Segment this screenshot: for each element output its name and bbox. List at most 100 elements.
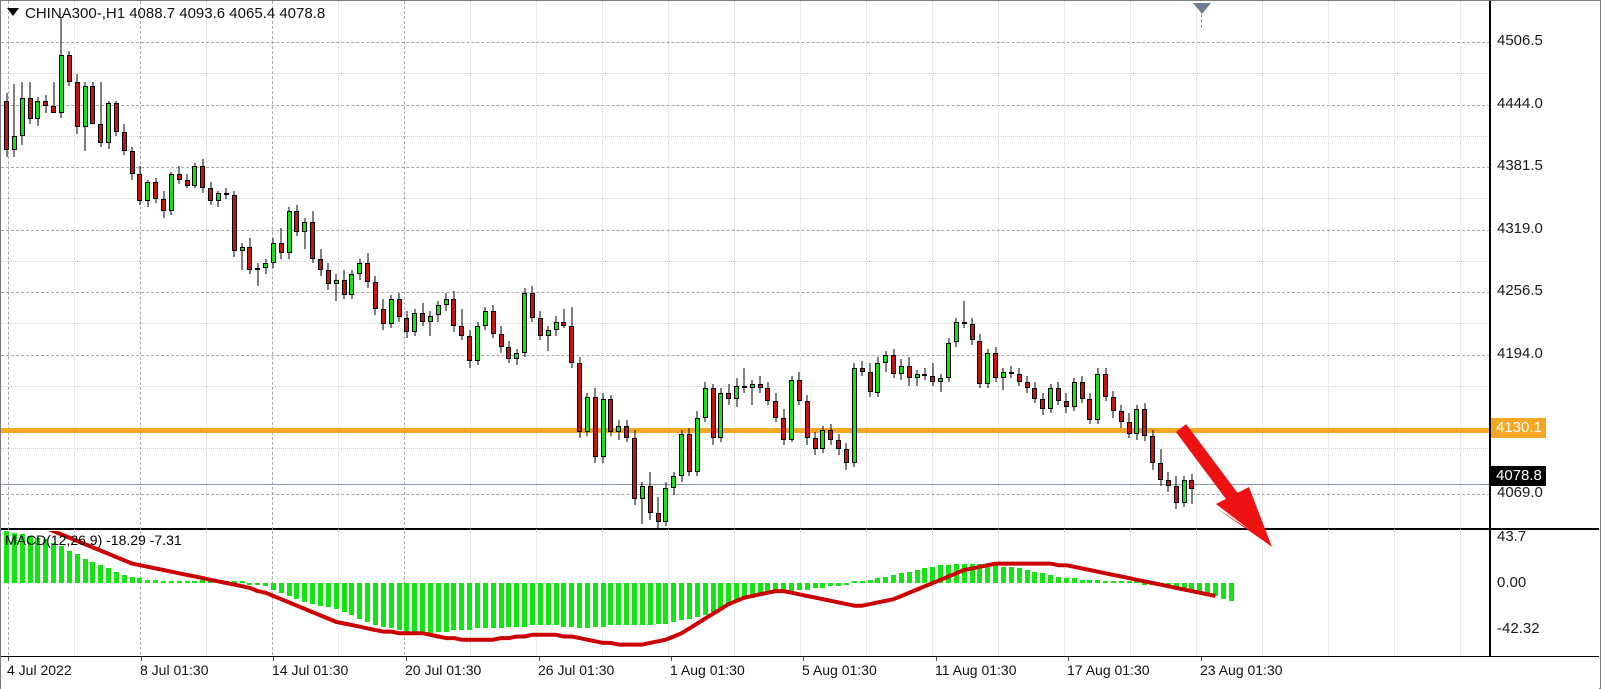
candlestick[interactable] (529, 1, 535, 530)
candlestick[interactable] (1134, 1, 1140, 530)
candlestick[interactable] (113, 1, 119, 530)
candlestick[interactable] (247, 1, 253, 530)
candlestick[interactable] (1095, 1, 1101, 530)
candlestick[interactable] (396, 1, 402, 530)
candlestick[interactable] (749, 1, 755, 530)
candlestick[interactable] (129, 1, 135, 530)
candlestick[interactable] (145, 1, 151, 530)
candlestick[interactable] (435, 1, 441, 530)
candlestick[interactable] (11, 1, 17, 530)
candlestick[interactable] (1142, 1, 1148, 530)
candlestick[interactable] (796, 1, 802, 530)
candlestick[interactable] (553, 1, 559, 530)
candlestick[interactable] (1032, 1, 1038, 530)
candlestick[interactable] (1000, 1, 1006, 530)
candlestick[interactable] (608, 1, 614, 530)
support-level-line[interactable] (1, 428, 1490, 433)
candlestick[interactable] (1158, 1, 1163, 530)
candlestick[interactable] (616, 1, 622, 530)
candlestick[interactable] (1079, 1, 1085, 530)
triangle-down-marker-icon[interactable] (1193, 3, 1211, 14)
candlestick[interactable] (215, 1, 221, 530)
level-price-badge[interactable]: 4130.1 (1491, 418, 1546, 438)
candlestick[interactable] (1189, 1, 1195, 530)
candlestick[interactable] (773, 1, 779, 530)
candlestick[interactable] (514, 1, 520, 530)
candlestick[interactable] (1040, 1, 1046, 530)
candlestick[interactable] (349, 1, 355, 530)
candlestick[interactable] (906, 1, 912, 530)
candlestick[interactable] (365, 1, 371, 530)
candlestick[interactable] (1071, 1, 1077, 530)
candlestick[interactable] (490, 1, 496, 530)
candlestick[interactable] (161, 1, 166, 530)
candlestick[interactable] (1165, 1, 1171, 530)
candlestick[interactable] (1048, 1, 1053, 530)
candlestick[interactable] (577, 1, 582, 530)
candlestick[interactable] (27, 1, 33, 530)
candlestick[interactable] (263, 1, 269, 530)
candlestick[interactable] (66, 1, 72, 530)
candlestick[interactable] (467, 1, 473, 530)
candlestick[interactable] (977, 1, 983, 530)
candlestick[interactable] (270, 1, 276, 530)
candlestick[interactable] (757, 1, 763, 530)
candlestick[interactable] (624, 1, 630, 530)
candlestick[interactable] (647, 1, 653, 530)
candlestick[interactable] (1055, 1, 1061, 530)
candlestick[interactable] (671, 1, 677, 530)
candlestick[interactable] (58, 1, 64, 530)
candlestick[interactable] (459, 1, 465, 530)
candlestick[interactable] (867, 1, 873, 530)
candlestick[interactable] (420, 1, 425, 530)
candlestick[interactable] (19, 1, 25, 530)
candlestick[interactable] (1118, 1, 1124, 530)
candlestick[interactable] (859, 1, 865, 530)
candlestick[interactable] (286, 1, 292, 530)
candlestick[interactable] (176, 1, 182, 530)
candlestick[interactable] (702, 1, 708, 530)
candlestick[interactable] (1024, 1, 1030, 530)
candlestick[interactable] (545, 1, 551, 530)
candlestick[interactable] (914, 1, 920, 530)
candlestick[interactable] (718, 1, 724, 530)
candlestick[interactable] (694, 1, 700, 530)
candlestick[interactable] (891, 1, 896, 530)
candlestick[interactable] (938, 1, 944, 530)
candlestick[interactable] (498, 1, 504, 530)
candlestick[interactable] (388, 1, 394, 530)
candlestick[interactable] (953, 1, 959, 530)
price-chart-panel[interactable]: CHINA300-,H1 4088.7 4093.6 4065.4 4078.8 (1, 1, 1599, 530)
candlestick[interactable] (569, 1, 575, 530)
candlestick[interactable] (506, 1, 512, 530)
candlestick[interactable] (804, 1, 810, 530)
candlestick[interactable] (451, 1, 457, 530)
candlestick[interactable] (184, 1, 190, 530)
candlestick[interactable] (600, 1, 606, 530)
candlestick[interactable] (765, 1, 771, 530)
candlestick[interactable] (781, 1, 787, 530)
candlestick[interactable] (961, 1, 967, 530)
candlestick[interactable] (828, 1, 834, 530)
candlestick[interactable] (843, 1, 849, 530)
candlestick[interactable] (137, 1, 143, 530)
candlestick[interactable] (710, 1, 716, 530)
candlestick[interactable] (679, 1, 685, 530)
candlestick[interactable] (789, 1, 794, 530)
candlestick[interactable] (239, 1, 245, 530)
candlestick[interactable] (898, 1, 904, 530)
candlestick[interactable] (443, 1, 449, 530)
candlestick[interactable] (4, 1, 9, 530)
candlestick[interactable] (726, 1, 732, 530)
candlestick[interactable] (522, 1, 528, 530)
candlestick[interactable] (318, 1, 323, 530)
candlestick[interactable] (310, 1, 316, 530)
candlestick[interactable] (231, 1, 237, 530)
candlestick[interactable] (43, 1, 49, 530)
candlestick[interactable] (357, 1, 363, 530)
candlestick[interactable] (561, 1, 567, 530)
candlestick[interactable] (655, 1, 661, 530)
candlestick[interactable] (1008, 1, 1014, 530)
candlestick[interactable] (192, 1, 198, 530)
candlestick[interactable] (153, 1, 159, 530)
